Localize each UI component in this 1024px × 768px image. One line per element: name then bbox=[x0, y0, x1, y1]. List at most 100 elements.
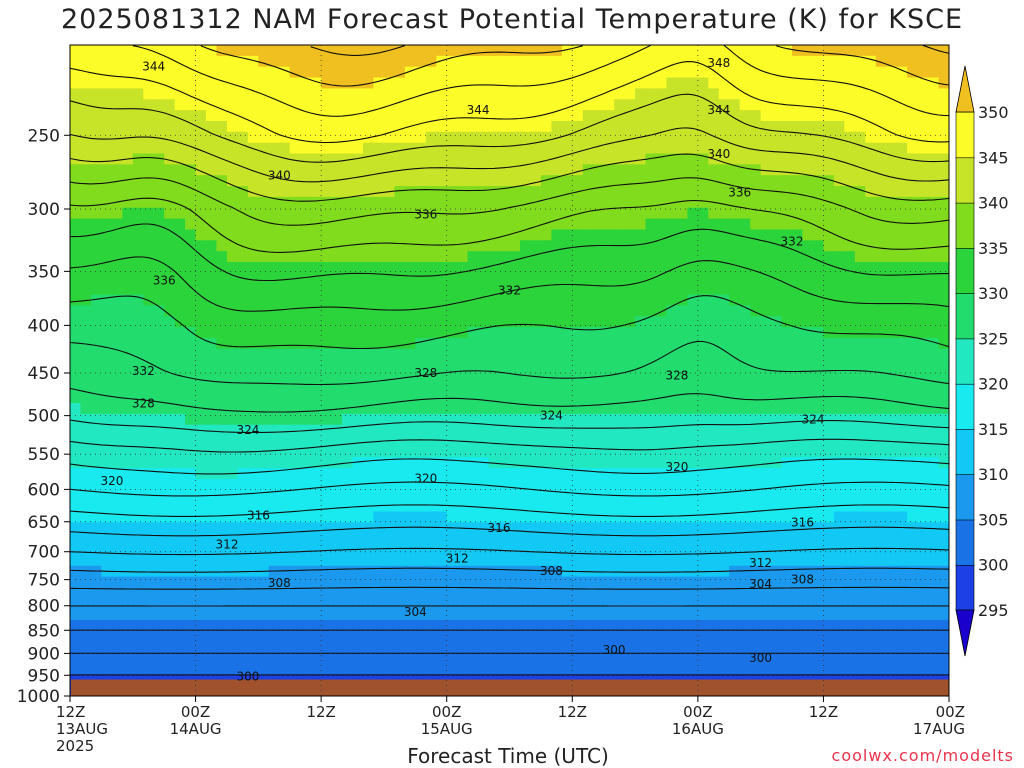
field-cell bbox=[833, 272, 845, 285]
field-cell bbox=[729, 468, 741, 480]
field-cell bbox=[331, 630, 343, 643]
field-cell bbox=[907, 305, 919, 317]
field-cell bbox=[436, 620, 448, 632]
field-cell bbox=[519, 630, 532, 643]
field-cell bbox=[174, 251, 186, 263]
field-cell bbox=[561, 175, 573, 187]
field-cell bbox=[540, 348, 552, 361]
field-cell bbox=[917, 663, 929, 675]
field-cell bbox=[101, 175, 113, 187]
field-cell bbox=[467, 66, 479, 79]
field-cell bbox=[781, 186, 793, 198]
field-cell bbox=[718, 381, 730, 393]
field-cell bbox=[781, 392, 793, 404]
field-cell bbox=[216, 99, 228, 111]
field-cell bbox=[404, 587, 416, 599]
field-cell bbox=[635, 359, 647, 372]
field-cell bbox=[342, 663, 354, 675]
field-cell bbox=[70, 229, 82, 241]
field-cell bbox=[237, 457, 249, 469]
field-cell bbox=[436, 240, 448, 252]
field-cell bbox=[697, 186, 709, 198]
field-cell bbox=[478, 500, 490, 513]
field-cell bbox=[394, 620, 406, 632]
field-cell bbox=[917, 131, 929, 144]
field-cell bbox=[394, 489, 406, 502]
field-cell bbox=[645, 587, 657, 599]
field-cell bbox=[122, 609, 134, 621]
field-cell bbox=[697, 630, 709, 643]
field-cell bbox=[624, 511, 636, 523]
field-cell bbox=[258, 544, 270, 556]
field-cell bbox=[635, 66, 647, 79]
field-cell bbox=[645, 522, 657, 534]
field-cell bbox=[907, 262, 919, 274]
field-cell bbox=[216, 663, 228, 675]
field-cell bbox=[268, 305, 280, 317]
field-cell bbox=[697, 544, 709, 556]
field-cell bbox=[174, 142, 186, 155]
field-cell bbox=[289, 120, 301, 133]
field-cell bbox=[404, 272, 416, 285]
field-cell bbox=[195, 142, 207, 155]
field-cell bbox=[289, 294, 301, 306]
field-cell bbox=[404, 294, 416, 306]
field-cell bbox=[226, 587, 239, 599]
field-cell bbox=[226, 153, 239, 165]
field-cell bbox=[697, 337, 709, 350]
field-cell bbox=[875, 327, 887, 339]
field-cell bbox=[321, 413, 333, 426]
field-cell bbox=[645, 66, 657, 79]
field-cell bbox=[771, 294, 783, 306]
field-cell bbox=[781, 240, 793, 252]
field-cell bbox=[666, 175, 678, 187]
field-cell bbox=[708, 522, 720, 534]
field-cell bbox=[666, 348, 678, 361]
field-cell bbox=[478, 218, 490, 231]
field-cell bbox=[561, 652, 573, 665]
field-cell bbox=[268, 652, 280, 665]
field-cell bbox=[582, 479, 594, 491]
field-cell bbox=[488, 272, 500, 285]
field-cell bbox=[656, 435, 668, 448]
field-cell bbox=[572, 544, 584, 556]
field-cell bbox=[289, 489, 301, 502]
field-cell bbox=[363, 381, 375, 393]
field-cell bbox=[624, 131, 636, 144]
field-cell bbox=[258, 609, 270, 621]
field-cell bbox=[80, 652, 92, 665]
field-cell bbox=[101, 88, 113, 100]
field-cell bbox=[415, 88, 427, 100]
field-cell bbox=[771, 403, 783, 415]
field-cell bbox=[676, 110, 688, 122]
field-cell bbox=[582, 175, 594, 187]
field-cell bbox=[875, 262, 887, 274]
field-cell bbox=[436, 337, 448, 350]
field-cell bbox=[363, 370, 375, 382]
field-cell bbox=[739, 66, 751, 79]
field-cell bbox=[687, 294, 699, 306]
field-cell bbox=[687, 99, 699, 111]
field-cell bbox=[363, 337, 375, 350]
field-cell bbox=[739, 544, 751, 556]
field-cell bbox=[415, 207, 427, 220]
field-cell bbox=[614, 522, 626, 534]
field-cell bbox=[635, 576, 647, 589]
field-cell bbox=[624, 110, 636, 122]
field-cell bbox=[729, 164, 741, 176]
field-cell bbox=[436, 262, 448, 274]
field-cell bbox=[718, 77, 730, 89]
field-cell bbox=[90, 370, 102, 382]
field-cell bbox=[342, 381, 354, 393]
field-cell bbox=[896, 446, 908, 458]
field-cell bbox=[593, 392, 605, 404]
field-cell bbox=[70, 120, 82, 133]
field-cell bbox=[823, 381, 835, 393]
field-cell bbox=[164, 641, 176, 654]
field-cell bbox=[718, 370, 730, 382]
field-cell bbox=[666, 403, 678, 415]
field-cell bbox=[792, 381, 804, 393]
field-cell bbox=[708, 489, 720, 502]
field-cell bbox=[425, 630, 437, 643]
field-cell bbox=[739, 77, 751, 89]
